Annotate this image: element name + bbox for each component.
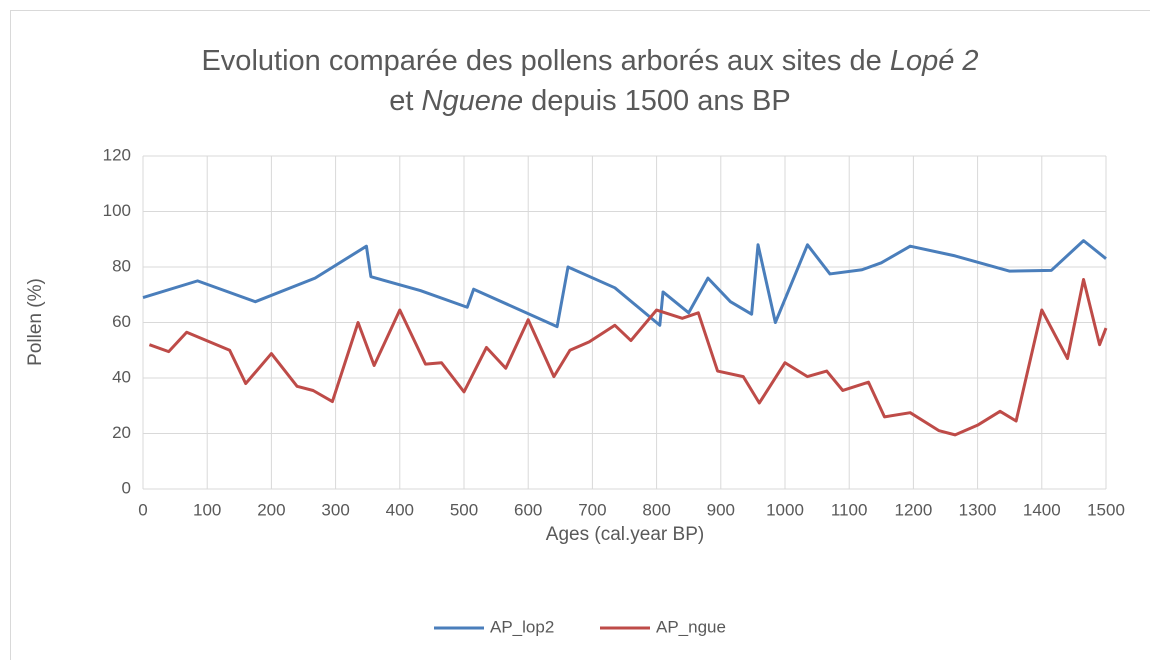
- series-line: [142, 239, 1107, 329]
- chart-border: [10, 10, 1150, 660]
- chart-title: et Nguene depuis 1500 ans BP: [389, 85, 791, 117]
- x-axis-label: Ages (cal.year BP): [546, 524, 704, 545]
- y-tick-label: 40: [112, 367, 131, 386]
- x-tick-label: 1100: [831, 500, 868, 519]
- x-tick-label: 300: [321, 500, 349, 519]
- title-run: Nguene: [422, 85, 524, 117]
- x-tick-label: 1300: [959, 500, 997, 519]
- title-run: et: [389, 85, 421, 117]
- y-tick-label: 120: [103, 145, 131, 164]
- x-tick-label: 500: [450, 500, 478, 519]
- y-axis-label: Pollen (%): [25, 278, 46, 366]
- title-run: depuis 1500 ans BP: [523, 85, 791, 117]
- y-tick-label: 100: [103, 201, 131, 220]
- x-tick-label: 400: [386, 500, 414, 519]
- x-tick-label: 1400: [1023, 500, 1061, 519]
- x-tick-label: 1200: [894, 500, 932, 519]
- y-tick-label: 0: [122, 478, 131, 497]
- legend-label: AP_lop2: [490, 617, 554, 636]
- title-run: Evolution comparée des pollens arborés a…: [201, 45, 889, 77]
- x-tick-label: 100: [193, 500, 221, 519]
- chart-title: Evolution comparée des pollens arborés a…: [201, 45, 978, 77]
- x-tick-label: 700: [578, 500, 606, 519]
- title-run: Lopé 2: [890, 45, 979, 77]
- x-tick-label: 1500: [1087, 500, 1125, 519]
- x-tick-label: 600: [514, 500, 542, 519]
- x-tick-label: 1000: [766, 500, 804, 519]
- y-tick-label: 80: [112, 256, 131, 275]
- x-tick-label: 200: [257, 500, 285, 519]
- x-tick-label: 800: [642, 500, 670, 519]
- y-tick-label: 20: [112, 423, 131, 442]
- x-tick-label: 0: [138, 500, 147, 519]
- series-line: [148, 277, 1108, 437]
- y-tick-label: 60: [112, 312, 131, 331]
- x-tick-label: 900: [707, 500, 735, 519]
- legend-label: AP_ngue: [656, 617, 726, 636]
